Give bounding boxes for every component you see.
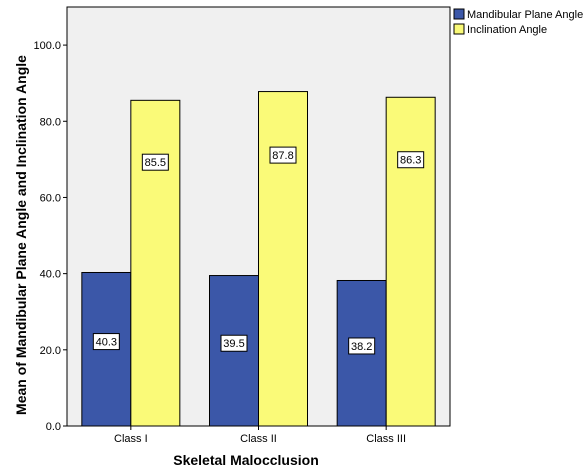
x-axis: Class I Class II Class III <box>114 426 406 445</box>
data-label: 38.2 <box>351 341 372 353</box>
data-label-box <box>92 333 120 351</box>
x-tick-label: Class II <box>240 433 277 445</box>
data-label: 39.5 <box>223 338 244 350</box>
bar-inclination-1 <box>130 99 181 427</box>
data-label-box <box>397 151 425 169</box>
legend-label: Inclination Angle <box>467 24 547 36</box>
legend-swatch <box>453 23 465 35</box>
y-tick-label: 40.0 <box>40 269 61 281</box>
x-tick-label: Class III <box>366 433 406 445</box>
x-axis-title: Skeletal Malocclusion <box>173 452 319 468</box>
bar-inclination-2 <box>258 91 308 427</box>
data-label-box <box>141 153 169 171</box>
data-label: 85.5 <box>145 157 166 169</box>
y-tick-label: 20.0 <box>40 345 61 357</box>
data-labels-layer: 40.3 39.5 38.2 85.5 87.8 86.3 <box>92 146 425 355</box>
data-label-box <box>269 146 297 164</box>
legend-label: Mandibular Plane Angle <box>467 9 583 21</box>
x-tick-label: Class I <box>114 433 148 445</box>
legend: Mandibular Plane Angle Inclination Angle <box>453 8 583 36</box>
y-axis: 0.0 20.0 40.0 60.0 80.0 100.0 <box>33 40 67 433</box>
data-label-box <box>348 337 376 355</box>
y-tick-label: 60.0 <box>40 192 61 204</box>
bar-inclination-3 <box>385 96 436 427</box>
y-tick-label: 80.0 <box>40 116 61 128</box>
y-axis-title: Mean of Mandibular Plane Angle and Incli… <box>13 55 29 415</box>
data-label: 40.3 <box>96 337 117 349</box>
data-label: 86.3 <box>400 155 421 167</box>
data-label: 87.8 <box>272 150 293 162</box>
data-label-box <box>220 334 248 352</box>
legend-swatch <box>453 8 465 20</box>
y-tick-label: 0.0 <box>46 421 61 433</box>
y-tick-label: 100.0 <box>33 40 61 52</box>
